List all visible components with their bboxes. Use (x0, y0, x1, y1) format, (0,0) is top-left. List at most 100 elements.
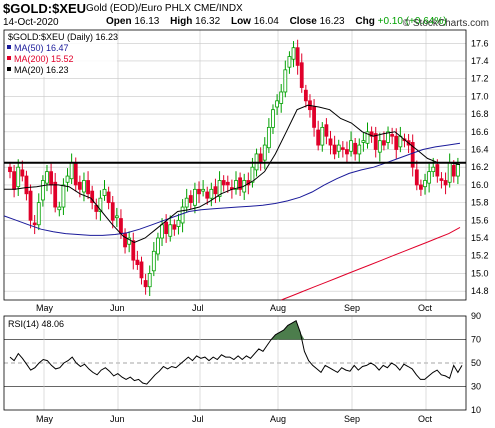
candle-body (427, 171, 432, 184)
candle-body (353, 142, 358, 155)
candle-body (324, 124, 329, 137)
candle-body (102, 188, 107, 196)
legend-entry: $GOLD:$XEU (Daily) 16.23 (8, 32, 118, 42)
candle-body (345, 149, 349, 155)
candle-body (435, 164, 440, 177)
rsi-line (9, 319, 463, 385)
legend-swatch (7, 56, 11, 60)
x-axis: May May Jun Jun Jul Jul Aug Aug Sep Sep Oct Oct (36, 303, 433, 424)
candle-body (28, 190, 33, 221)
candle-body (135, 259, 140, 265)
candle-body (373, 133, 378, 150)
rsi-x-tick-label: Sep (344, 414, 360, 424)
candle-body (386, 131, 390, 143)
candle-body (40, 180, 45, 201)
candle-body (110, 202, 115, 221)
open-label: Open (106, 16, 132, 27)
candle-body (24, 175, 29, 195)
close-label: Close (289, 16, 317, 27)
price-tick-label: 15.8 (471, 198, 489, 208)
low-value: 16.04 (253, 16, 279, 27)
ma20-line (4, 104, 461, 244)
price-x-tick-label: Aug (270, 303, 286, 313)
chart-symbol-title: $GOLD:$XEU (3, 1, 87, 16)
candle-body (382, 140, 386, 146)
rsi-x-tick-label: May (36, 414, 54, 424)
candle-body (45, 171, 49, 184)
candle-body (398, 135, 403, 148)
chg-value: +0.10 (+0.64%) (377, 16, 447, 27)
candle-body (275, 100, 279, 108)
candle-body (336, 144, 341, 152)
candle-body (258, 153, 263, 164)
candle-body (303, 89, 308, 102)
rsi-legend-entry: RSI(14) 48.06 (8, 319, 64, 329)
price-x-tick-label: Sep (344, 303, 360, 313)
candle-body (312, 106, 316, 128)
candle-body (213, 186, 218, 195)
candle-body (217, 180, 222, 197)
candle-body (114, 215, 119, 219)
candle-body (98, 197, 103, 212)
candle-body (340, 147, 345, 150)
candle-body (279, 91, 284, 104)
price-tick-label: 15.6 (471, 215, 489, 225)
candle-body (365, 131, 370, 144)
candle-body (299, 62, 304, 88)
candle-body (451, 165, 456, 177)
candle-body (328, 138, 333, 146)
candle-body (238, 177, 243, 190)
candle-body (410, 142, 415, 168)
candle-body (390, 134, 395, 137)
candle-body (8, 166, 12, 173)
candle-body (316, 129, 321, 146)
candle-body (431, 166, 436, 173)
legend-entry: MA(200) 15.52 (14, 54, 74, 64)
candle-body (291, 47, 296, 60)
high-label: High (170, 16, 193, 27)
candle-body (82, 180, 86, 193)
price-tick-label: 16.0 (471, 180, 489, 190)
candle-body (160, 224, 164, 239)
candle-body (205, 191, 210, 199)
low-label: Low (230, 16, 251, 27)
candle-body (147, 273, 152, 288)
candle-body (262, 144, 267, 161)
candle-body (156, 237, 160, 255)
price-tick-label: 16.6 (471, 127, 489, 137)
candle-body (86, 180, 90, 195)
candle-body (90, 190, 95, 204)
candle-body (184, 197, 189, 208)
rsi-x-tick-label: Jul (192, 414, 204, 424)
candle-body (16, 166, 21, 188)
price-x-tick-label: Jul (192, 303, 204, 313)
stockcharts-credit: © StockCharts.com (402, 18, 489, 29)
candle-body (61, 184, 66, 208)
price-tick-label: 16.4 (471, 145, 489, 155)
price-tick-label: 17.4 (471, 56, 489, 66)
candle-body (225, 181, 230, 186)
candle-body (266, 126, 271, 149)
candle-body (423, 180, 427, 188)
rsi-x-tick-label: Jun (110, 414, 125, 424)
chart-subtitle: Gold (EOD)/Euro PHLX CME/INDX (86, 3, 243, 14)
candle-body (361, 140, 366, 143)
rsi-tick-label: 10 (471, 405, 481, 415)
candle-body (12, 171, 17, 190)
rsi-tick-label: 30 (471, 382, 481, 392)
chart-date: 14-Oct-2020 (3, 17, 59, 28)
candle-body (164, 221, 169, 235)
candle-body (349, 140, 353, 152)
chg-label: Chg (355, 16, 375, 27)
price-tick-label: 16.8 (471, 109, 489, 119)
rsi-x-tick-label: Aug (270, 414, 286, 424)
price-tick-label: 15.4 (471, 233, 489, 243)
candle-body (201, 188, 206, 192)
rsi-legend-bg (5, 317, 75, 329)
candle-body (65, 175, 70, 183)
ma200-line (281, 226, 461, 301)
candle-body (180, 206, 185, 224)
rsi-overbought-fill (271, 320, 305, 340)
candle-body (221, 180, 226, 186)
candle-body (357, 144, 362, 155)
